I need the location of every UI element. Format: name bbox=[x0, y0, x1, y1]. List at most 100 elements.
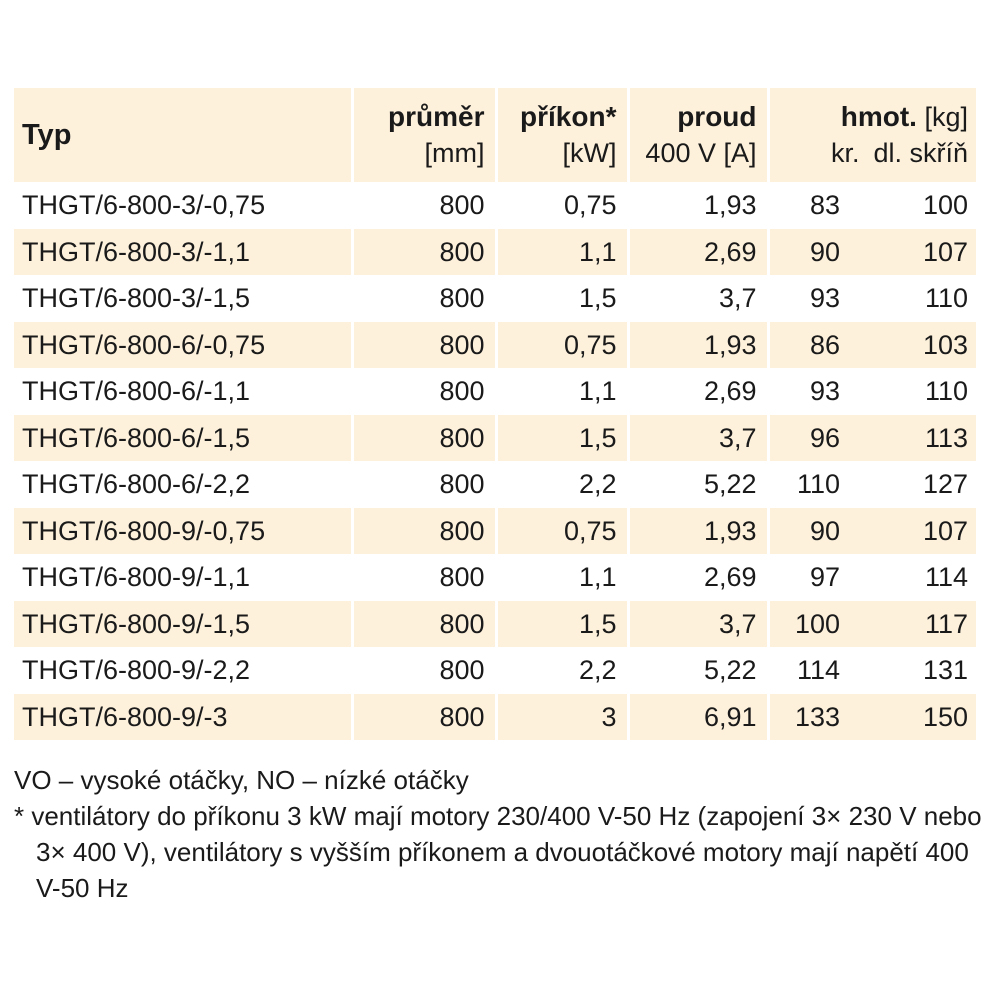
cell-prikon: 3 bbox=[496, 693, 630, 740]
table-row: THGT/6-800-9/-1,1 800 1,1 2,69 97 114 bbox=[14, 554, 976, 601]
cell-kr: 83 bbox=[809, 190, 840, 221]
header-prikon-label: příkon* bbox=[520, 101, 617, 132]
cell-prumer: 800 bbox=[352, 414, 498, 461]
cell-typ: THGT/6-800-9/-0,75 bbox=[14, 507, 354, 554]
cell-prikon: 0,75 bbox=[496, 321, 630, 368]
table-header: Typ průměr [mm] příkon* [kW] proud 400 V… bbox=[14, 88, 977, 182]
cell-proud: 6,91 bbox=[628, 693, 770, 740]
cell-typ: THGT/6-800-9/-3 bbox=[14, 693, 354, 740]
cell-kr: 133 bbox=[794, 701, 840, 732]
cell-kr: 97 bbox=[809, 562, 840, 593]
header-proud-label: proud bbox=[677, 101, 757, 132]
table-row: THGT/6-800-6/-0,75 800 0,75 1,93 86 103 bbox=[14, 321, 977, 368]
header-row: Typ průměr [mm] příkon* [kW] proud 400 V… bbox=[14, 88, 977, 182]
cell-typ: THGT/6-800-3/-0,75 bbox=[14, 182, 354, 229]
table-row: THGT/6-800-6/-2,2 800 2,2 5,22 110 127 bbox=[14, 461, 976, 508]
cell-prikon: 1,1 bbox=[496, 554, 630, 601]
cell-dl: 100 bbox=[922, 190, 969, 221]
table-row: THGT/6-800-9/-3 800 3 6,91 133 150 bbox=[14, 693, 977, 740]
cell-proud: 5,22 bbox=[628, 461, 770, 508]
cell-prumer: 800 bbox=[352, 275, 498, 322]
cell-proud: 2,69 bbox=[628, 228, 770, 275]
header-dl-label: dl. skříň bbox=[873, 138, 969, 168]
cell-kr: 90 bbox=[809, 515, 840, 546]
cell-dl: 127 bbox=[922, 469, 969, 500]
cell-kr: 93 bbox=[809, 283, 840, 314]
cell-proud: 2,69 bbox=[628, 554, 770, 601]
header-hmot-wrap: hmot. [kg] kr. dl. skříň bbox=[770, 99, 977, 171]
cell-kr: 114 bbox=[796, 655, 840, 686]
cell-proud: 2,69 bbox=[628, 368, 770, 415]
cell-dl: 113 bbox=[924, 422, 969, 453]
table-row: THGT/6-800-3/-0,75 800 0,75 1,93 83 100 bbox=[14, 182, 976, 229]
cell-dl: 131 bbox=[922, 655, 969, 686]
cell-prumer: 800 bbox=[352, 368, 498, 415]
table-row: THGT/6-800-3/-1,1 800 1,1 2,69 90 107 bbox=[14, 228, 977, 275]
notes-section: VO – vysoké otáčky, NO – nízké otáčky * … bbox=[14, 762, 984, 906]
cell-prikon: 1,5 bbox=[496, 275, 630, 322]
cell-typ: THGT/6-800-6/-1,5 bbox=[14, 414, 354, 461]
cell-kr: 110 bbox=[796, 469, 840, 500]
table-body: THGT/6-800-3/-0,75 800 0,75 1,93 83 100 THGT/6… bbox=[14, 182, 977, 740]
cell-prumer: 800 bbox=[352, 321, 498, 368]
cell-kr: 90 bbox=[809, 236, 840, 267]
header-hmot: hmot. [kg] kr. dl. skříň bbox=[768, 88, 976, 182]
header-proud-unit: 400 V [A] bbox=[645, 138, 757, 168]
footnote: * ventilátory do příkonu 3 kW mají motor… bbox=[14, 801, 982, 903]
cell-prikon: 0,75 bbox=[496, 182, 630, 229]
fan-spec-table: Typ průměr [mm] příkon* [kW] proud 400 V… bbox=[14, 88, 977, 740]
cell-dl: 150 bbox=[922, 701, 969, 732]
header-prumer-unit: [mm] bbox=[424, 138, 485, 168]
cell-dl: 110 bbox=[924, 283, 969, 314]
cell-typ: THGT/6-800-6/-1,1 bbox=[14, 368, 354, 415]
cell-kr: 96 bbox=[809, 422, 840, 453]
header-typ: Typ bbox=[14, 88, 354, 182]
cell-prumer: 800 bbox=[352, 600, 498, 647]
cell-kr: 86 bbox=[809, 329, 840, 360]
cell-proud: 3,7 bbox=[628, 600, 770, 647]
cell-dl: 107 bbox=[922, 515, 969, 546]
cell-prikon: 1,5 bbox=[496, 600, 630, 647]
header-hmot-top: hmot. [kg] bbox=[841, 99, 968, 135]
header-proud: proud 400 V [A] bbox=[628, 88, 770, 182]
cell-prumer: 800 bbox=[352, 461, 498, 508]
header-kr-label: kr. bbox=[830, 138, 860, 168]
legend-note: VO – vysoké otáčky, NO – nízké otáčky bbox=[14, 765, 469, 795]
cell-prikon: 1,1 bbox=[496, 368, 630, 415]
cell-typ: THGT/6-800-3/-1,1 bbox=[14, 228, 354, 275]
cell-dl: 117 bbox=[924, 608, 969, 639]
cell-proud: 1,93 bbox=[628, 182, 770, 229]
cell-proud: 3,7 bbox=[628, 414, 770, 461]
table-row: THGT/6-800-3/-1,5 800 1,5 3,7 93 110 bbox=[14, 275, 976, 322]
table-row: THGT/6-800-6/-1,5 800 1,5 3,7 96 113 bbox=[14, 414, 977, 461]
cell-prumer: 800 bbox=[352, 228, 498, 275]
header-prumer: průměr [mm] bbox=[352, 88, 498, 182]
cell-typ: THGT/6-800-9/-2,2 bbox=[14, 647, 354, 694]
cell-dl: 114 bbox=[924, 562, 969, 593]
header-hmot-unit: [kg] bbox=[924, 102, 969, 132]
cell-proud: 3,7 bbox=[628, 275, 770, 322]
cell-dl: 107 bbox=[922, 236, 969, 267]
header-hmot-sub: kr. dl. skříň bbox=[831, 135, 968, 171]
cell-prumer: 800 bbox=[352, 693, 498, 740]
table-row: THGT/6-800-9/-0,75 800 0,75 1,93 90 107 bbox=[14, 507, 977, 554]
cell-prumer: 800 bbox=[352, 554, 498, 601]
cell-dl: 103 bbox=[922, 329, 969, 360]
cell-typ: THGT/6-800-9/-1,1 bbox=[14, 554, 354, 601]
cell-proud: 1,93 bbox=[628, 321, 770, 368]
cell-kr: 100 bbox=[794, 608, 840, 639]
cell-typ: THGT/6-800-3/-1,5 bbox=[14, 275, 354, 322]
header-prumer-label: průměr bbox=[388, 101, 485, 132]
cell-prikon: 2,2 bbox=[496, 647, 630, 694]
header-prikon: příkon* [kW] bbox=[496, 88, 630, 182]
cell-prumer: 800 bbox=[352, 507, 498, 554]
cell-typ: THGT/6-800-6/-2,2 bbox=[14, 461, 354, 508]
table-row: THGT/6-800-6/-1,1 800 1,1 2,69 93 110 bbox=[14, 368, 976, 415]
header-typ-label: Typ bbox=[22, 119, 72, 151]
cell-dl: 110 bbox=[924, 376, 969, 407]
cell-prumer: 800 bbox=[352, 647, 498, 694]
cell-typ: THGT/6-800-9/-1,5 bbox=[14, 600, 354, 647]
header-prikon-unit: [kW] bbox=[562, 138, 617, 168]
table-row: THGT/6-800-9/-2,2 800 2,2 5,22 114 131 bbox=[14, 647, 976, 694]
cell-proud: 5,22 bbox=[628, 647, 770, 694]
